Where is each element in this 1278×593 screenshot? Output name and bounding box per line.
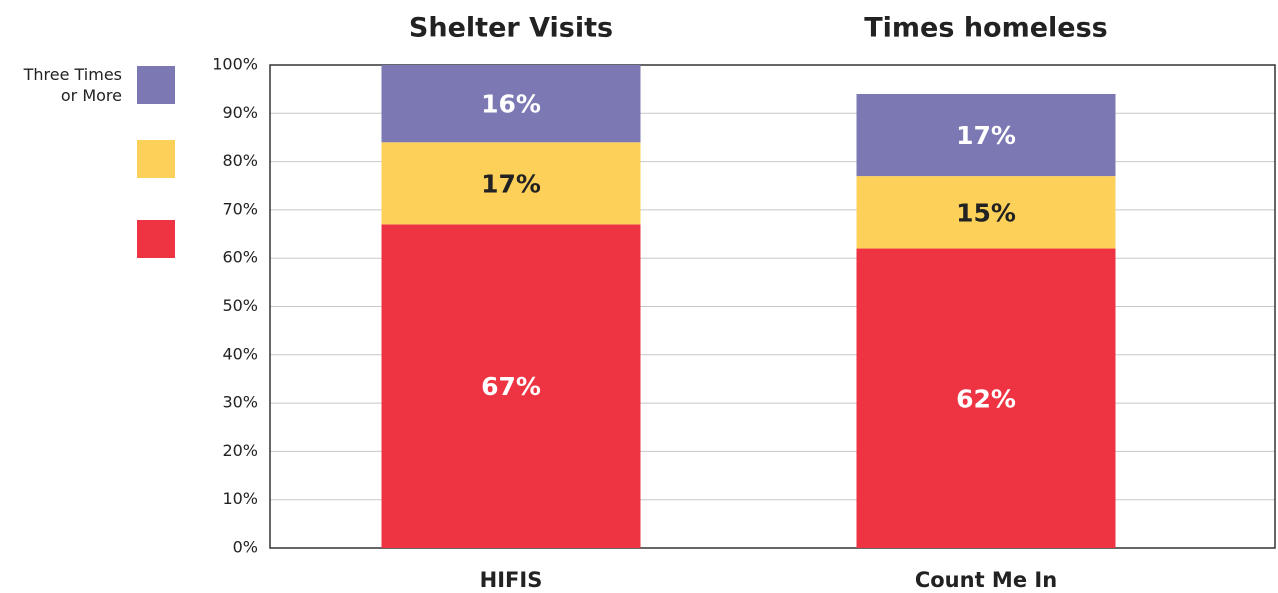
bar-segment xyxy=(381,142,641,225)
chart-title: Times homeless xyxy=(864,13,1108,44)
value-label: 67% xyxy=(481,372,541,401)
y-tick-label: 20% xyxy=(222,441,258,460)
y-tick-label: 50% xyxy=(222,296,258,315)
value-label: 17% xyxy=(481,169,541,198)
bar-segment xyxy=(381,224,641,548)
bar-segment xyxy=(856,176,1116,249)
legend-swatch xyxy=(137,140,175,178)
x-tick-label: Count Me In xyxy=(915,568,1057,592)
value-label: 62% xyxy=(956,384,1016,413)
legend-swatch xyxy=(137,66,175,104)
chart-title: Shelter Visits xyxy=(409,13,613,44)
bar-segment xyxy=(856,248,1116,549)
y-tick-label: 70% xyxy=(222,199,258,218)
y-tick-label: 60% xyxy=(222,248,258,267)
legend-label-line: Three Times xyxy=(23,65,122,84)
bar-segment xyxy=(381,65,641,143)
plot-frame xyxy=(269,64,1276,549)
legend-swatch xyxy=(137,220,175,258)
y-tick-label: 80% xyxy=(222,151,258,170)
y-tick-label: 90% xyxy=(222,103,258,122)
y-tick-label: 0% xyxy=(233,538,258,557)
y-tick-label: 10% xyxy=(222,489,258,508)
y-tick-label: 100% xyxy=(212,55,258,74)
value-label: 15% xyxy=(956,198,1016,227)
value-label: 16% xyxy=(481,90,541,119)
legend-label-line: or More xyxy=(61,86,122,105)
y-tick-label: 40% xyxy=(222,344,258,363)
x-tick-label: HIFIS xyxy=(480,568,543,592)
bar-segment xyxy=(856,93,1116,177)
y-tick-label: 30% xyxy=(222,393,258,412)
legend-label: Three Times or More xyxy=(23,65,122,105)
value-label: 17% xyxy=(956,121,1016,150)
